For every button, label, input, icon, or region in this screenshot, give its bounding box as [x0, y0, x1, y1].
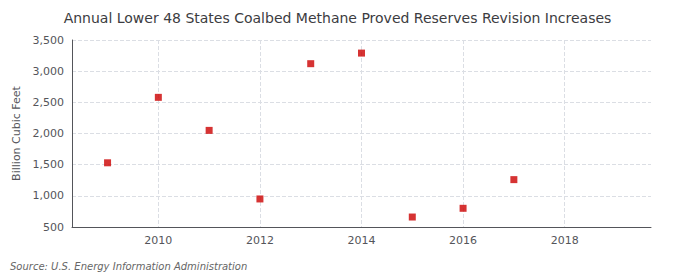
- svg-text:Billion Cubic Feet: Billion Cubic Feet: [10, 85, 23, 180]
- svg-text:2016: 2016: [449, 234, 477, 247]
- svg-text:Source: U.S. Energy Informatio: Source: U.S. Energy Information Administ…: [10, 261, 247, 272]
- svg-text:2012: 2012: [246, 234, 274, 247]
- svg-text:1,500: 1,500: [33, 158, 65, 171]
- svg-text:2014: 2014: [348, 234, 376, 247]
- svg-text:3,500: 3,500: [33, 34, 65, 47]
- svg-text:3,000: 3,000: [33, 65, 65, 78]
- svg-text:2010: 2010: [144, 234, 172, 247]
- svg-text:500: 500: [43, 221, 64, 234]
- svg-text:2,000: 2,000: [33, 127, 65, 140]
- svg-text:1,000: 1,000: [33, 189, 65, 202]
- svg-text:Annual Lower 48 States Coalbed: Annual Lower 48 States Coalbed Methane P…: [64, 10, 612, 26]
- svg-text:2018: 2018: [551, 234, 579, 247]
- svg-text:2,500: 2,500: [33, 96, 65, 109]
